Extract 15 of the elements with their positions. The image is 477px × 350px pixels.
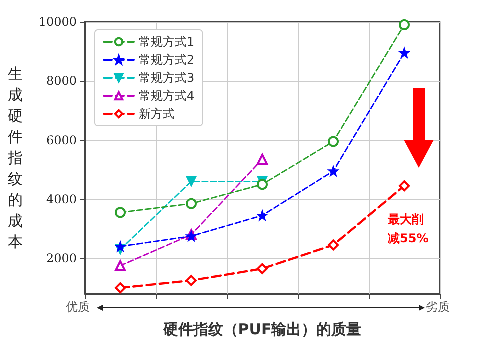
legend-label: 常规方式1: [139, 35, 195, 49]
text: 优质: [66, 300, 90, 314]
y-tick-label: 8000: [46, 74, 77, 88]
text: 生成硬件指纹的成本: [8, 65, 23, 251]
y-tick-label: 4000: [46, 192, 77, 206]
legend-label: 常规方式3: [139, 71, 195, 85]
legend-label: 常规方式2: [139, 53, 195, 67]
y-tick-label: 6000: [46, 133, 77, 148]
y-tick-label: 10000: [38, 15, 77, 29]
x-axis-title: 硬件指纹（PUF输出）的质量: [162, 320, 362, 338]
text: 劣质: [426, 300, 450, 314]
legend-label: 常规方式4: [139, 89, 195, 103]
legend-label: 新方式: [139, 107, 175, 121]
y-tick-label: 2000: [46, 252, 77, 266]
annotation: 最大削减55%: [387, 212, 429, 246]
